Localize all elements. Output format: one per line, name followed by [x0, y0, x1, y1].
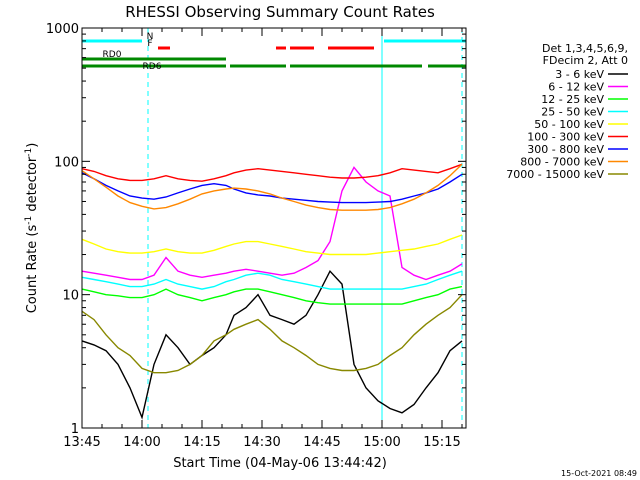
series-line-7 — [81, 172, 463, 204]
legend-label: 3 - 6 keV — [555, 68, 604, 81]
timestamp: 15-Oct-2021 08:49 — [561, 469, 637, 478]
x-tick-label: 14:00 — [123, 435, 160, 450]
legend-label: 25 - 50 keV — [541, 106, 604, 119]
series-line-3 — [81, 285, 463, 305]
series-line-9 — [81, 294, 463, 374]
y-axis-label-part2: detector — [25, 156, 40, 216]
y-tick-label: 100 — [54, 155, 79, 170]
series-line-5 — [81, 234, 463, 256]
y-tick-label: 1000 — [46, 22, 79, 37]
y-axis-label-sup1: -1 — [24, 216, 34, 225]
plot-area — [81, 28, 466, 428]
y-axis-label-sup2: -1 — [24, 148, 34, 157]
axes: 13:45 14:00 14:15 14:30 14:45 15:00 15:15 1 10 10… — [46, 22, 467, 450]
status-bar-label: RD6 — [143, 62, 162, 72]
series-line-2 — [81, 166, 463, 281]
status-bar-label: N — [147, 32, 154, 42]
x-tick-label: 14:30 — [243, 435, 280, 450]
status-bar-label: F — [147, 39, 152, 49]
series-line-6 — [81, 163, 463, 182]
y-axis-label-part3: ) — [25, 143, 40, 148]
legend-title-line: FDecim 2, Att 0 — [543, 54, 628, 67]
legend: Det 1,3,4,5,6,9,FDecim 2, Att 03 - 6 keV… — [506, 42, 628, 181]
y-tick-label: 10 — [62, 289, 79, 304]
legend-label: 100 - 300 keV — [527, 131, 604, 144]
x-axis-label: Start Time (04-May-06 13:44:42) — [173, 456, 387, 471]
x-tick-label: 15:00 — [363, 435, 400, 450]
series-line-4 — [81, 270, 463, 290]
plot-background — [82, 28, 466, 428]
chart-title: RHESSI Observing Summary Count Rates — [125, 3, 435, 21]
y-axis-label: Count Rate (s-1 detector-1) — [24, 143, 40, 314]
series-layer — [81, 163, 463, 420]
legend-label: 800 - 7000 keV — [520, 156, 604, 169]
legend-label: 7000 - 15000 keV — [506, 168, 604, 181]
x-tick-label: 14:15 — [183, 435, 220, 450]
status-bar-label: RD0 — [103, 50, 122, 60]
y-axis-label-part1: Count Rate (s — [25, 225, 40, 314]
y-tick-label: 1 — [71, 422, 79, 437]
legend-label: 50 - 100 keV — [534, 118, 604, 131]
x-tick-label: 15:15 — [423, 435, 460, 450]
legend-label: 300 - 800 keV — [527, 143, 604, 156]
legend-title-line: Det 1,3,4,5,6,9, — [542, 42, 628, 55]
axes-frame — [81, 27, 467, 429]
x-tick-label: 13:45 — [63, 435, 100, 450]
status-bars: NF RD0 RD6 — [82, 32, 466, 72]
legend-label: 6 - 12 keV — [548, 81, 604, 94]
series-line-1 — [81, 269, 463, 420]
x-tick-label: 14:45 — [303, 435, 340, 450]
legend-label: 12 - 25 keV — [541, 93, 604, 106]
series-line-8 — [81, 163, 463, 211]
